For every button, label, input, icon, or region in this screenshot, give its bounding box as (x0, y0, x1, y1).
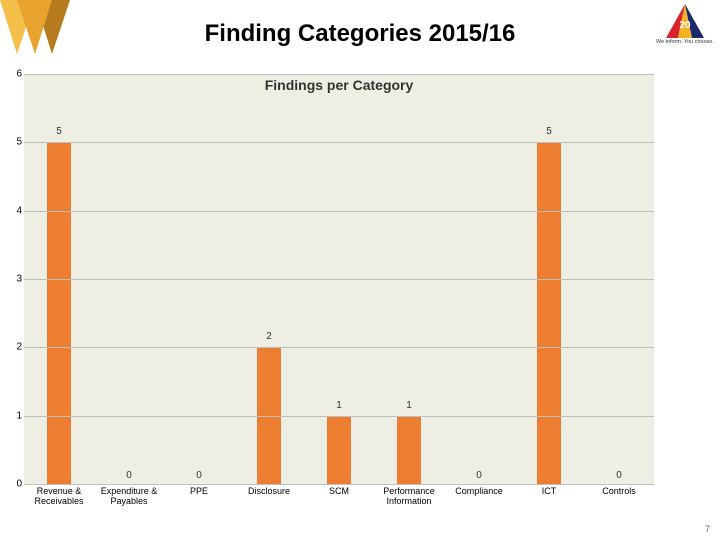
brand-logo-right: 20 We inform. You choose. (656, 4, 714, 45)
y-tick-label: 4 (8, 205, 22, 216)
bar: 5 (47, 142, 70, 484)
bar-value-label: 5 (537, 126, 560, 137)
bar: 1 (327, 416, 350, 484)
y-tick-label: 1 (8, 410, 22, 421)
y-tick-label: 2 (8, 342, 22, 353)
grid-line (24, 279, 654, 280)
x-tick-label: Expenditure & Payables (96, 486, 163, 507)
page-number: 7 (705, 524, 710, 534)
grid-line (24, 211, 654, 212)
y-tick-label: 0 (8, 479, 22, 490)
bar-value-label: 0 (607, 470, 630, 481)
bar: 1 (397, 416, 420, 484)
bar-value-label: 0 (117, 470, 140, 481)
chart-plot-area: Findings per Category 500211050 0123456 (24, 74, 654, 484)
grid-line (24, 142, 654, 143)
y-tick-label: 3 (8, 274, 22, 285)
x-tick-label: Performance Information (376, 486, 443, 507)
x-tick-label: Revenue & Receivables (26, 486, 93, 507)
logo-tagline: We inform. You choose. (656, 39, 714, 45)
brand-logo-left (0, 0, 70, 59)
y-tick-label: 6 (8, 69, 22, 80)
x-tick-label: ICT (516, 486, 583, 496)
x-tick-label: PPE (166, 486, 233, 496)
y-tick-label: 5 (8, 137, 22, 148)
page-title: Finding Categories 2015/16 (0, 0, 720, 48)
bar-value-label: 2 (257, 331, 280, 342)
x-tick-label: SCM (306, 486, 373, 496)
grid-line (24, 74, 654, 75)
bar-value-label: 1 (397, 400, 420, 411)
x-tick-label: Compliance (446, 486, 513, 496)
bar-value-label: 0 (467, 470, 490, 481)
grid-line (24, 347, 654, 348)
bar-value-label: 5 (47, 126, 70, 137)
bar-value-label: 1 (327, 400, 350, 411)
findings-chart: Findings per Category 500211050 0123456 … (6, 74, 714, 534)
svg-text:20: 20 (679, 20, 691, 31)
grid-line (24, 484, 654, 485)
grid-line (24, 416, 654, 417)
bar: 5 (537, 142, 560, 484)
bar-value-label: 0 (187, 470, 210, 481)
x-tick-label: Controls (586, 486, 653, 496)
x-tick-label: Disclosure (236, 486, 303, 496)
